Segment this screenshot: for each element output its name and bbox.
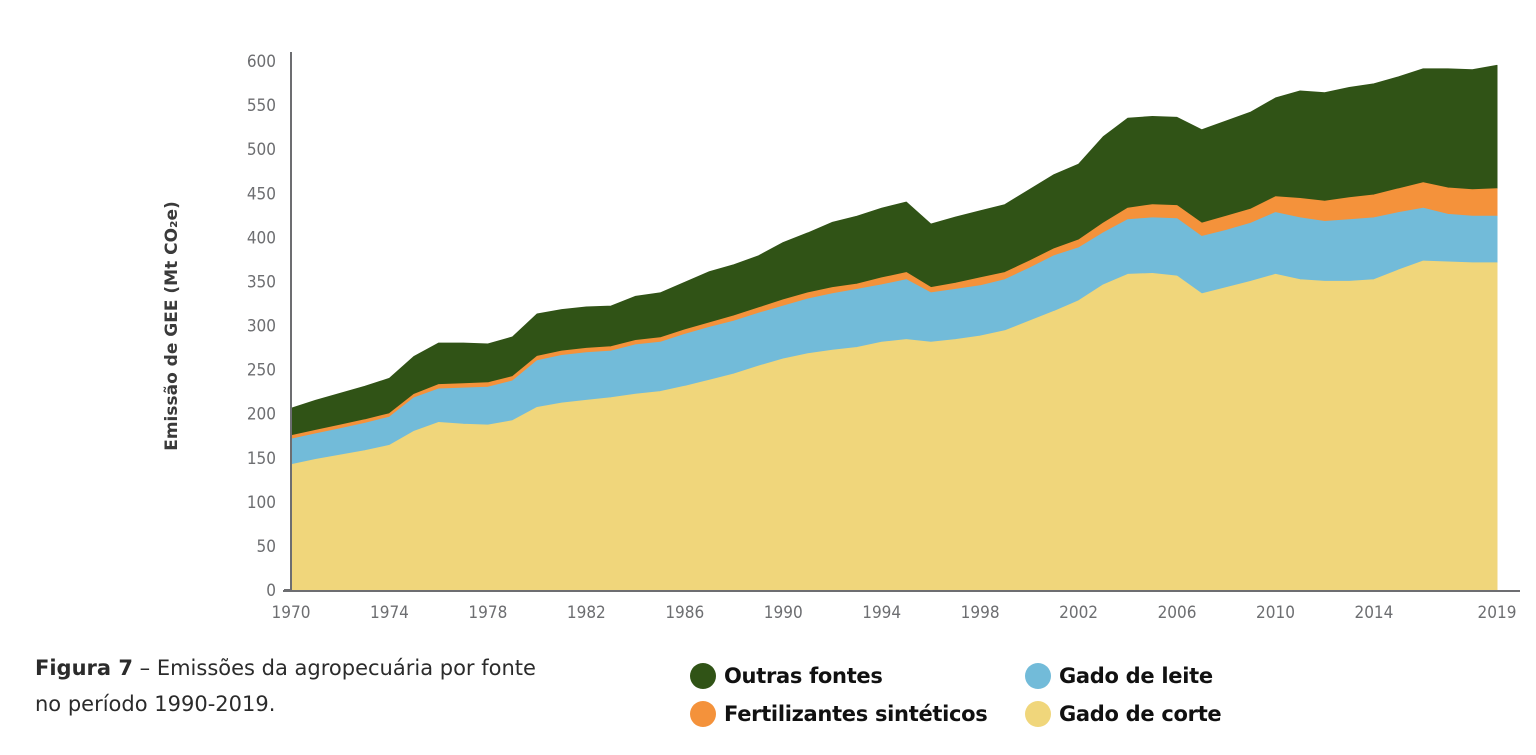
x-axis-ticks: 1970 1974 1978 1982 1986 1990 1994 1998 2002 2006… [272,603,1517,623]
x-tick-label: 1978 [468,603,507,623]
x-tick-label: 1986 [665,603,704,623]
y-tick-label: 0 [266,581,276,601]
legend-label: Fertilizantes sintéticos [724,702,988,726]
area-gado-de-corte [290,260,1498,591]
legend-label: Gado de leite [1059,664,1213,688]
x-tick-label: 1998 [961,603,1000,623]
x-tick-label: 2002 [1059,603,1098,623]
stacked-area-chart: 0 50 100 150 200 250 300 350 400 450 500 550 600 197… [162,52,1520,623]
y-axis-label: Emissão de GEE (Mt CO₂e) [162,201,182,451]
legend-label: Outras fontes [724,664,883,688]
y-tick-label: 500 [247,140,276,160]
x-tick-label: 1994 [862,603,901,623]
y-tick-label: 300 [247,317,276,337]
x-tick-label: 1990 [764,603,803,623]
figure-caption: Figura 7 – Emissões da agropecuária por … [35,650,555,722]
figure-caption-text: – Emissões da agropecuária por fonte no … [35,656,536,716]
y-tick-label: 200 [247,405,276,425]
legend-item-gado-de-corte: Gado de corte [1025,698,1245,730]
y-tick-label: 100 [247,493,276,513]
y-tick-label: 150 [247,449,276,469]
x-tick-label: 1970 [272,603,311,623]
y-axis-ticks: 0 50 100 150 200 250 300 350 400 450 500 550 600 [247,52,291,601]
y-tick-label: 350 [247,272,276,292]
y-tick-label: 250 [247,361,276,381]
legend-label: Gado de corte [1059,702,1222,726]
x-tick-label: 1982 [567,603,606,623]
legend-swatch-outras-fontes [690,663,716,689]
y-tick-label: 600 [247,52,276,72]
legend: Outras fontes Gado de leite Fertilizante… [690,660,1250,730]
x-tick-label: 2014 [1354,603,1393,623]
legend-item-gado-de-leite: Gado de leite [1025,660,1245,692]
x-tick-label: 2006 [1158,603,1197,623]
legend-swatch-gado-de-corte [1025,701,1051,727]
legend-swatch-fertilizantes-sinteticos [690,701,716,727]
x-tick-label: 1974 [370,603,409,623]
figure-caption-label: Figura 7 [35,656,133,680]
x-tick-label: 2010 [1256,603,1295,623]
legend-item-outras-fontes: Outras fontes [690,660,1025,692]
x-tick-label: 2019 [1478,603,1517,623]
y-tick-label: 450 [247,184,276,204]
area-layers [290,64,1498,591]
y-tick-label: 550 [247,96,276,116]
y-tick-label: 50 [257,537,276,557]
legend-item-fertilizantes-sinteticos: Fertilizantes sintéticos [690,698,1025,730]
legend-swatch-gado-de-leite [1025,663,1051,689]
y-tick-label: 400 [247,228,276,248]
